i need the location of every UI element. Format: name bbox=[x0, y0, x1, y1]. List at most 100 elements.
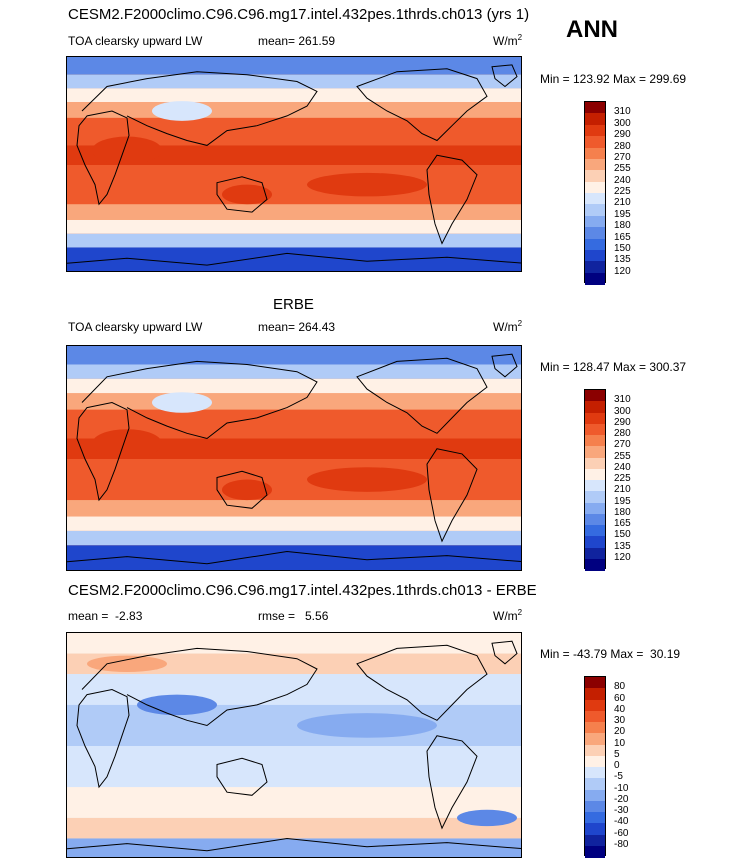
diff-antarctic-band bbox=[67, 838, 521, 857]
panel2-colorbar-tick-label: 310 bbox=[614, 394, 631, 406]
panel1-colorbar-segment bbox=[585, 272, 605, 285]
subtropical-pacific-warm-region bbox=[307, 172, 427, 197]
panel3-map bbox=[66, 632, 522, 858]
australia-coastline bbox=[216, 757, 268, 796]
panel2-colorbar-tick-label: 195 bbox=[614, 495, 631, 507]
tibet-cold-region bbox=[152, 101, 212, 121]
antarctic-band bbox=[67, 247, 521, 271]
north-america-coastline bbox=[356, 68, 488, 142]
panel2-colorbar-tick-label: 240 bbox=[614, 461, 631, 473]
panel3-colorbar-segment bbox=[585, 767, 605, 779]
panel2-colorbar-segment bbox=[585, 390, 605, 402]
panel2-colorbar-tick-label: 270 bbox=[614, 439, 631, 451]
panel3-colorbar-segment bbox=[585, 845, 605, 858]
diff-tropic-band bbox=[67, 704, 521, 746]
tropic-south-band bbox=[67, 459, 521, 501]
antarctica-coastline bbox=[67, 252, 521, 266]
panel1-colorbar-segment bbox=[585, 113, 605, 126]
panel2-colorbar-segment bbox=[585, 412, 605, 425]
panel3-colorbar-tick-label: -30 bbox=[614, 805, 629, 816]
panel1-colorbar-tick-label: 270 bbox=[614, 151, 631, 163]
panel3-colorbar-segment bbox=[585, 755, 605, 768]
panel1-colorbar-tick-label: 135 bbox=[614, 254, 631, 266]
panel3-colorbar-tick-label: 5 bbox=[614, 748, 620, 760]
panel2-minmax: Min = 128.47 Max = 300.37 bbox=[540, 360, 687, 374]
panel3-colorbar-segment bbox=[585, 677, 605, 689]
panel1-colorbar-segment bbox=[585, 238, 605, 251]
diff-arctic-band bbox=[67, 633, 521, 654]
diff-atlantic-negative bbox=[457, 809, 517, 827]
panel2-colorbar-segment bbox=[585, 547, 605, 560]
panel3-colorbar-tick-label: -80 bbox=[614, 838, 629, 850]
panel1-colorbar-segment bbox=[585, 102, 605, 114]
panel2-map bbox=[66, 345, 522, 571]
panel3-colorbar-tick-label: 60 bbox=[614, 692, 626, 704]
south-america-coastline bbox=[426, 735, 478, 830]
australia-warm-region bbox=[222, 184, 272, 205]
panel2-colorbar-segment bbox=[585, 435, 605, 447]
panel3-colorbar bbox=[584, 676, 606, 858]
panel1-colorbar-tick-label: 120 bbox=[614, 265, 631, 277]
tropic-south-band bbox=[67, 165, 521, 205]
panel1-colorbar-tick-label: 180 bbox=[614, 220, 631, 232]
panel3-colorbar-tick-label: 80 bbox=[614, 681, 626, 693]
sahara-warm-region bbox=[92, 136, 162, 165]
panel2-colorbar-segment bbox=[585, 536, 605, 548]
subtropical-pacific-warm-region bbox=[307, 467, 427, 492]
africa-coastline bbox=[76, 110, 130, 206]
subtropic-north-band bbox=[67, 102, 521, 118]
panel3-colorbar-tick-label: -5 bbox=[614, 771, 623, 783]
panel1-colorbar-segment bbox=[585, 204, 605, 217]
panel2-colorbar-tick-label: 255 bbox=[614, 450, 631, 462]
australia-coastline bbox=[216, 176, 268, 213]
midlat-north-band bbox=[67, 88, 521, 103]
panel3-colorbar-segment bbox=[585, 800, 605, 813]
diff-north-band bbox=[67, 653, 521, 675]
panel2-colorbar-segment bbox=[585, 525, 605, 537]
equator-band bbox=[67, 438, 521, 459]
panel2-colorbar-segment bbox=[585, 513, 605, 526]
panel1-map bbox=[66, 56, 522, 272]
africa-coastline bbox=[76, 401, 130, 502]
arctic-band bbox=[67, 346, 521, 365]
panel2-colorbar-segment bbox=[585, 502, 605, 515]
panel3-colorbar-tick-label: -40 bbox=[614, 816, 629, 828]
panel1-colorbar-tick-label: 150 bbox=[614, 242, 631, 254]
greenland-coastline bbox=[491, 353, 518, 378]
panel3-colorbar-tick-label: 20 bbox=[614, 726, 626, 738]
africa-coastline bbox=[76, 688, 130, 789]
panel2-mean: mean= 264.43 bbox=[258, 320, 336, 334]
panel2-units: W/m2 bbox=[493, 319, 523, 334]
australia-coastline bbox=[216, 470, 268, 509]
panel2-colorbar-tick-label: 180 bbox=[614, 506, 631, 518]
panel3-rmse: rmse = 5.56 bbox=[258, 609, 329, 623]
panel3-colorbar-segment bbox=[585, 823, 605, 835]
panel2-colorbar bbox=[584, 389, 606, 571]
panel1-variable: TOA clearsky upward LW bbox=[68, 34, 203, 48]
panel1-colorbar-tick-label: 165 bbox=[614, 231, 631, 243]
panel3-colorbar-tick-label: -60 bbox=[614, 827, 629, 839]
panel1-colorbar bbox=[584, 101, 606, 285]
panel3-mean: mean = -2.83 bbox=[68, 609, 143, 623]
panel3-colorbar-tick-label: 30 bbox=[614, 715, 626, 726]
panel3-colorbar-segment bbox=[585, 789, 605, 802]
diff-pacific-negative bbox=[297, 713, 437, 738]
greenland-coastline bbox=[491, 64, 518, 88]
season-label: ANN bbox=[566, 16, 618, 43]
panel1-minmax: Min = 123.92 Max = 299.69 bbox=[540, 72, 687, 86]
subtropic-south-band bbox=[67, 500, 521, 517]
diff-southern-ocean-band bbox=[67, 817, 521, 839]
map-canvas bbox=[67, 57, 521, 271]
panel1-colorbar-segment bbox=[585, 124, 605, 137]
panel2-colorbar-segment bbox=[585, 468, 605, 481]
panel1-colorbar-segment bbox=[585, 227, 605, 239]
greenland-coastline bbox=[491, 640, 518, 665]
southern-ocean-band bbox=[67, 530, 521, 546]
midlat-south-band bbox=[67, 516, 521, 531]
panel1-colorbar-tick-label: 225 bbox=[614, 186, 631, 197]
panel2-colorbar-tick-label: 280 bbox=[614, 428, 631, 439]
diff-south-tropic-band bbox=[67, 746, 521, 788]
panel1-colorbar-segment bbox=[585, 136, 605, 148]
panel2-colorbar-segment bbox=[585, 446, 605, 458]
panel1-colorbar-segment bbox=[585, 147, 605, 160]
